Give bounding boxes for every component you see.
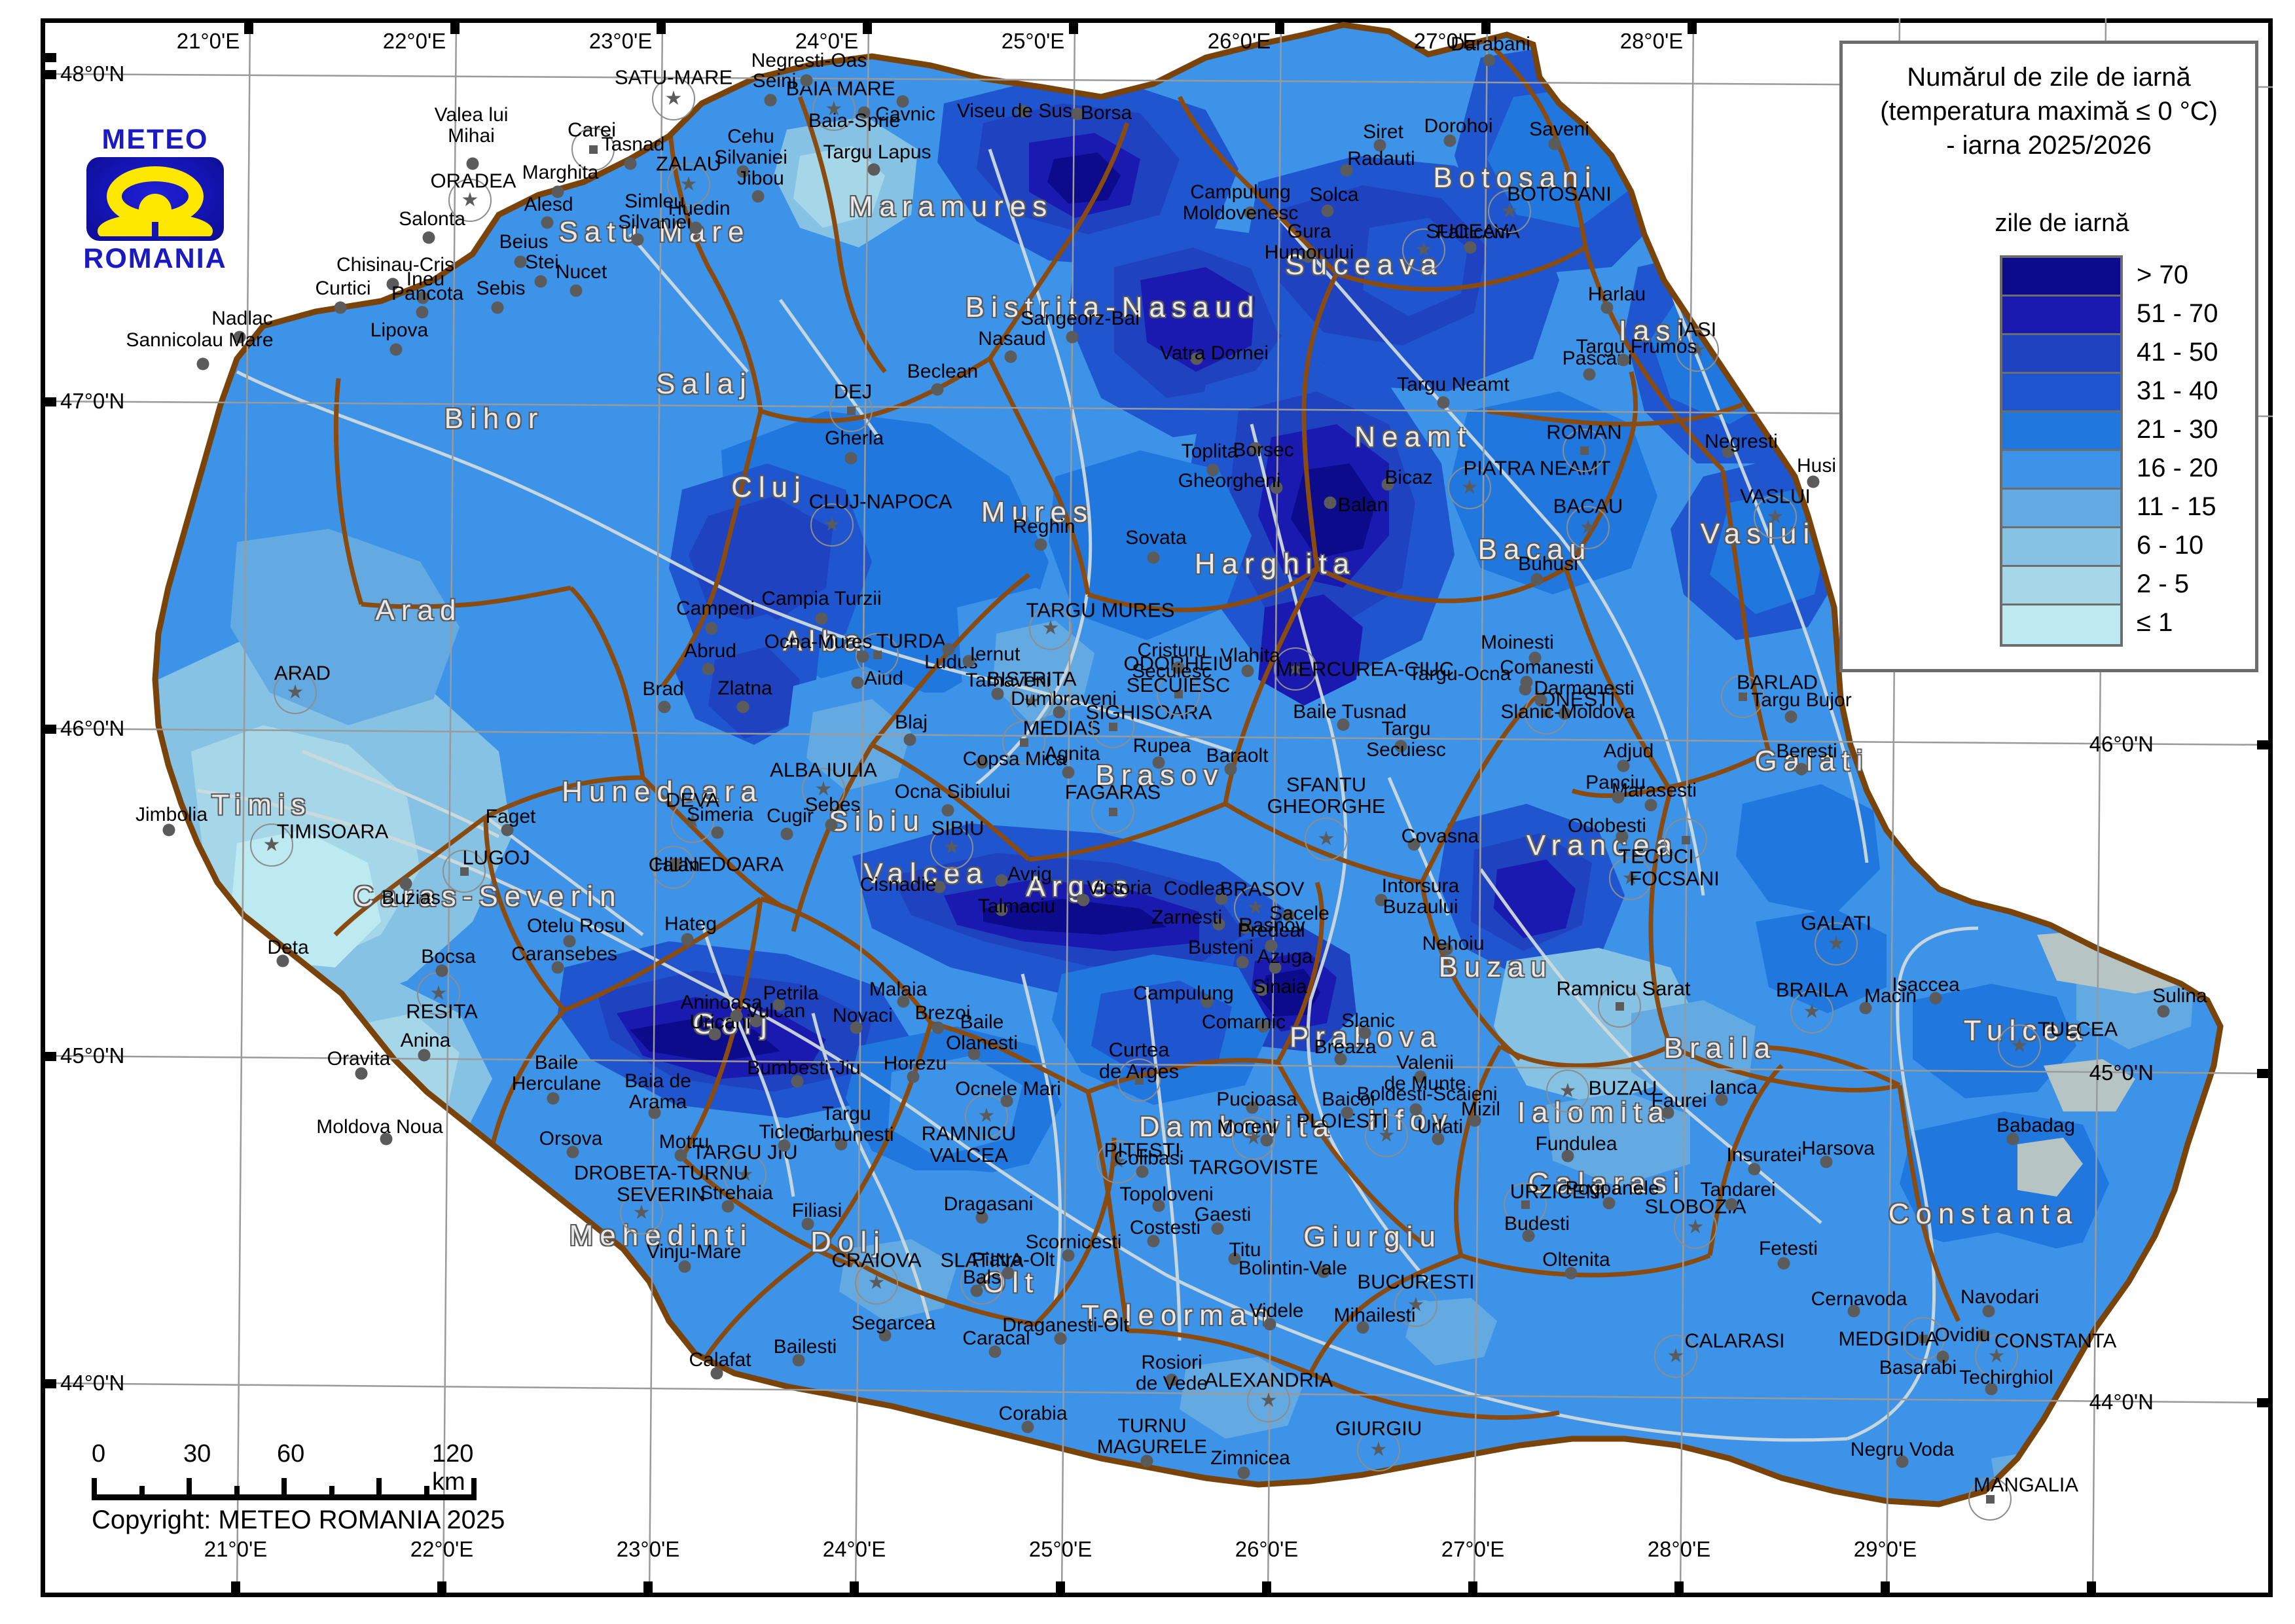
legend-swatch	[2002, 374, 2120, 412]
graticule-label-top: 24°0'E	[795, 29, 859, 53]
scale-tick-label: 120 km	[432, 1440, 474, 1496]
legend-swatch	[2002, 528, 2120, 567]
scale-tick-label: 0	[92, 1440, 106, 1468]
graticule-label-left: 44°0'N	[60, 1371, 125, 1395]
legend-title-line2: (temperatura maximă ≤ 0 °C)	[1880, 97, 2218, 126]
graticule-label-left: 46°0'N	[60, 716, 125, 740]
scale-tick	[92, 1478, 97, 1500]
scale-tick	[329, 1486, 334, 1500]
graticule-label-top: 22°0'E	[382, 29, 446, 53]
legend-swatch-column: > 70 51 - 70 41 - 50 31 - 40 21 - 30 16 - 20 1…	[2000, 255, 2218, 647]
legend-class-label: 31 - 40	[2137, 376, 2218, 405]
legend-class-8: 2 - 5	[2002, 567, 2189, 605]
legend-class-label: > 70	[2137, 261, 2188, 289]
legend-class-label: 2 - 5	[2137, 569, 2190, 598]
graticule-label-right: 45°0'N	[2089, 1060, 2154, 1085]
scale-bar-graphic	[92, 1475, 477, 1500]
scale-tick	[376, 1478, 382, 1500]
legend-class-3: 31 - 40	[2002, 374, 2218, 412]
legend-class-6: 11 - 15	[2002, 490, 2216, 528]
legend-swatch	[2002, 490, 2120, 528]
scale-bar-numbers: 0 30 60 120 km	[92, 1440, 497, 1496]
legend-swatch	[2002, 605, 2120, 644]
legend-class-label: 41 - 50	[2137, 338, 2218, 367]
legend-class-label: 16 - 20	[2137, 454, 2218, 482]
frame-ticks	[41, 18, 2273, 1597]
logo-bottom-text: ROMANIA	[83, 243, 227, 274]
graticule-label-bottom: 29°0'E	[1853, 1537, 1917, 1561]
graticule-label-bottom: 27°0'E	[1441, 1537, 1505, 1561]
graticule-label-left: 48°0'N	[60, 62, 125, 86]
legend-class-7: 6 - 10	[2002, 528, 2203, 567]
legend-unit-label: zile de iarnă	[1995, 209, 2129, 237]
graticule-label-top: 26°0'E	[1207, 29, 1271, 53]
graticule-label-bottom: 25°0'E	[1028, 1537, 1093, 1561]
legend-swatch	[2002, 335, 2120, 374]
legend-class-label: ≤ 1	[2137, 608, 2173, 637]
scale-tick	[424, 1486, 429, 1500]
graticule-label-bottom: 23°0'E	[616, 1537, 680, 1561]
meteo-romania-logo: METEO ROMANIA	[73, 124, 237, 274]
scale-tick	[281, 1478, 287, 1500]
graticule-label-bottom: 24°0'E	[822, 1537, 886, 1561]
legend-title-line3: - iarna 2025/2026	[1946, 131, 2152, 160]
scale-tick	[471, 1478, 477, 1500]
legend-title-line1: Numărul de zile de iarnă	[1907, 63, 2191, 92]
graticule-label-right: 46°0'N	[2089, 732, 2154, 756]
legend-class-label: 51 - 70	[2137, 299, 2218, 328]
scale-tick	[234, 1486, 240, 1500]
scale-tick-label: 30	[183, 1440, 211, 1468]
legend-class-2: 41 - 50	[2002, 335, 2218, 374]
legend-class-label: 6 - 10	[2137, 531, 2204, 560]
graticule-label-bottom: 26°0'E	[1235, 1537, 1299, 1561]
scale-bar: 0 30 60 120 km	[92, 1440, 497, 1500]
country-border	[152, 22, 2224, 1507]
graticule-label-bottom: 22°0'E	[410, 1537, 474, 1561]
legend-swatch	[2002, 258, 2120, 297]
legend-class-1: 51 - 70	[2002, 297, 2218, 335]
scale-tick-label: 60	[277, 1440, 305, 1468]
graticule-label-bottom: 28°0'E	[1647, 1537, 1711, 1561]
scale-tick	[139, 1486, 145, 1500]
county-boundaries	[333, 46, 1961, 1420]
logo-book-notch	[152, 222, 158, 236]
graticule-label-bottom: 21°0'E	[204, 1537, 268, 1561]
logo-top-text: METEO	[101, 124, 209, 155]
legend-swatch	[2002, 297, 2120, 335]
graticule-label-top: 27°0'E	[1413, 29, 1477, 53]
legend-swatch	[2002, 412, 2120, 451]
legend-title: Numărul de zile de iarnă (temperatura ma…	[1846, 60, 2252, 162]
legend-class-0: > 70	[2002, 258, 2188, 297]
scale-tick	[187, 1478, 192, 1500]
legend-class-9: ≤ 1	[2002, 605, 2173, 644]
legend-swatch	[2002, 567, 2120, 605]
graticule-label-top: 25°0'E	[1001, 29, 1065, 53]
graticule-label-top: 23°0'E	[588, 29, 653, 53]
graticule-label-top: 21°0'E	[176, 29, 240, 53]
graticule-label-right: 44°0'N	[2089, 1390, 2154, 1414]
legend-swatch	[2002, 451, 2120, 490]
legend-class-label: 21 - 30	[2137, 415, 2218, 444]
graticule-label-left: 47°0'N	[60, 389, 125, 413]
logo-emblem	[86, 157, 224, 241]
legend-class-5: 16 - 20	[2002, 451, 2218, 490]
copyright-text: Copyright: METEO ROMANIA 2025	[92, 1506, 505, 1534]
legend-class-4: 21 - 30	[2002, 412, 2218, 451]
legend-class-label: 11 - 15	[2137, 492, 2216, 521]
graticule-label-top: 28°0'E	[1619, 29, 1684, 53]
graticule-label-left: 45°0'N	[60, 1043, 125, 1068]
